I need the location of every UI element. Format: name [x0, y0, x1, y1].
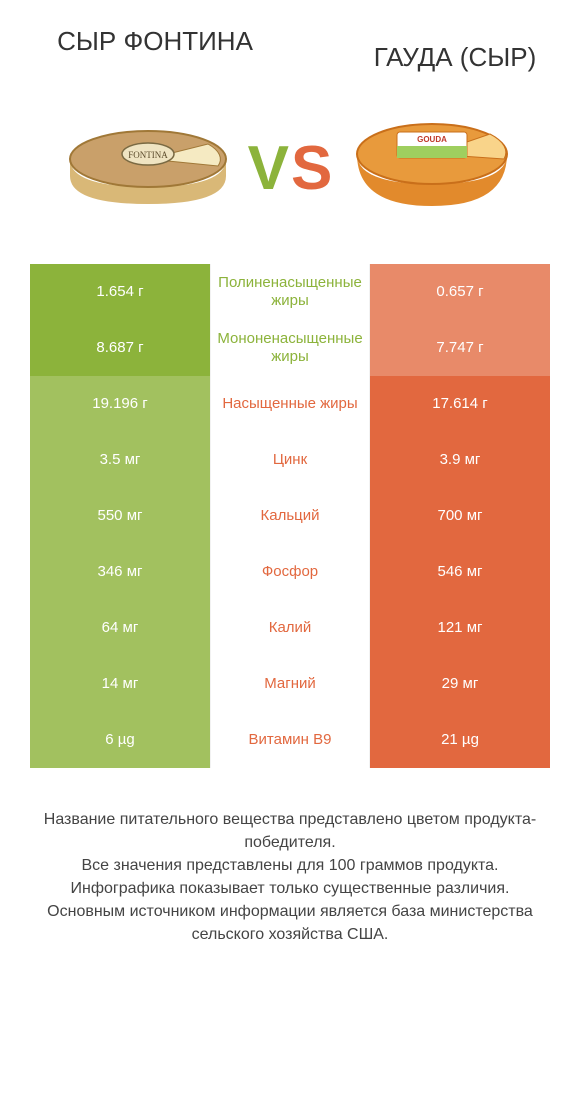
vs-badge: V S	[248, 138, 333, 200]
table-row: 3.5 мгЦинк3.9 мг	[30, 432, 550, 488]
footnote-line: Основным источником информации является …	[20, 900, 560, 946]
comparison-table: 1.654 гПолиненасыщенные жиры0.657 г8.687…	[30, 264, 550, 768]
table-row: 6 µgВитамин B921 µg	[30, 712, 550, 768]
value-right: 29 мг	[370, 656, 550, 712]
image-right: GOUDA	[342, 104, 522, 234]
nutrient-label: Магний	[210, 656, 370, 712]
nutrient-label: Калий	[210, 600, 370, 656]
footnote-line: Инфографика показывает только существенн…	[20, 877, 560, 900]
value-left: 64 мг	[30, 600, 210, 656]
value-left: 1.654 г	[30, 264, 210, 320]
table-row: 14 мгМагний29 мг	[30, 656, 550, 712]
value-left: 19.196 г	[30, 376, 210, 432]
value-left: 3.5 мг	[30, 432, 210, 488]
nutrient-label: Мононенасыщенные жиры	[210, 320, 370, 376]
value-right: 3.9 мг	[370, 432, 550, 488]
value-left: 346 мг	[30, 544, 210, 600]
value-right: 21 µg	[370, 712, 550, 768]
value-right: 17.614 г	[370, 376, 550, 432]
footnote: Название питательного вещества представл…	[20, 808, 560, 947]
value-left: 550 мг	[30, 488, 210, 544]
table-row: 64 мгКалий121 мг	[30, 600, 550, 656]
value-right: 0.657 г	[370, 264, 550, 320]
svg-text:FONTINA: FONTINA	[128, 150, 168, 160]
nutrient-label: Кальций	[210, 488, 370, 544]
footnote-line: Все значения представлены для 100 граммо…	[20, 854, 560, 877]
nutrient-label: Фосфор	[210, 544, 370, 600]
value-right: 546 мг	[370, 544, 550, 600]
table-row: 8.687 гМононенасыщенные жиры7.747 г	[30, 320, 550, 376]
value-right: 700 мг	[370, 488, 550, 544]
nutrient-label: Цинк	[210, 432, 370, 488]
nutrient-label: Насыщенные жиры	[210, 376, 370, 432]
svg-text:GOUDA: GOUDA	[417, 135, 447, 144]
title-right: ГАУДА (СЫР)	[320, 25, 560, 74]
table-row: 1.654 гПолиненасыщенные жиры0.657 г	[30, 264, 550, 320]
value-left: 6 µg	[30, 712, 210, 768]
product-images: FONTINA V S GOUDA	[0, 84, 580, 254]
nutrient-label: Полиненасыщенные жиры	[210, 264, 370, 320]
table-row: 550 мгКальций700 мг	[30, 488, 550, 544]
nutrient-label: Витамин B9	[210, 712, 370, 768]
footnote-line: Название питательного вещества представл…	[20, 808, 560, 854]
value-left: 8.687 г	[30, 320, 210, 376]
value-left: 14 мг	[30, 656, 210, 712]
vs-s: S	[291, 138, 332, 200]
header: СЫР ФОНТИНА ГАУДА (СЫР)	[0, 0, 580, 84]
vs-v: V	[248, 138, 289, 200]
table-row: 346 мгФосфор546 мг	[30, 544, 550, 600]
value-right: 7.747 г	[370, 320, 550, 376]
image-left: FONTINA	[58, 104, 238, 234]
value-right: 121 мг	[370, 600, 550, 656]
title-left: СЫР ФОНТИНА	[20, 25, 320, 74]
table-row: 19.196 гНасыщенные жиры17.614 г	[30, 376, 550, 432]
